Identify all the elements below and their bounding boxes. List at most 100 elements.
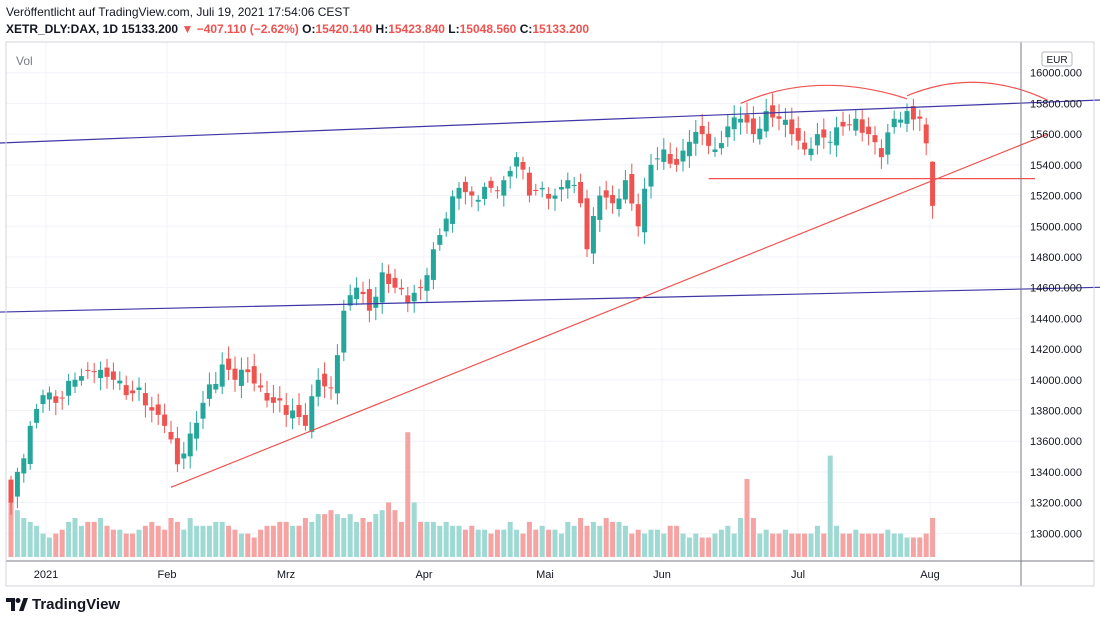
volume-bar [475, 529, 481, 557]
volume-bar [859, 533, 865, 557]
candle-body [110, 371, 116, 380]
candle-body [667, 154, 673, 164]
candle-body [264, 393, 270, 401]
candle-body [827, 141, 833, 143]
volume-bar [648, 529, 654, 557]
volume-bar [494, 529, 500, 557]
volume-bar [482, 529, 488, 557]
candle-body [776, 116, 782, 119]
candle-body [366, 289, 372, 311]
candle-body [258, 385, 264, 388]
volume-bar [78, 525, 84, 557]
candle-body [699, 125, 705, 135]
time-tick-label: 2021 [34, 569, 58, 581]
candle-body [155, 404, 161, 415]
volume-bar [526, 521, 532, 557]
volume-bar [891, 533, 897, 557]
candle-body [565, 180, 571, 189]
volume-bar [366, 521, 372, 557]
volume-bar [661, 533, 667, 557]
volume-bar [763, 529, 769, 557]
low-label: L: [448, 22, 460, 36]
volume-label: Vol [16, 54, 33, 68]
volume-bar [40, 533, 46, 557]
candle-body [750, 118, 756, 135]
candle-body [603, 190, 609, 198]
candle-body [386, 273, 392, 284]
volume-bar [552, 529, 558, 557]
candle-body [78, 376, 84, 381]
price-tick-label: 13000.000 [1030, 528, 1082, 540]
candle-body [53, 396, 59, 403]
price-tick-label: 13400.000 [1030, 467, 1082, 479]
candle-body [590, 216, 596, 254]
price-axis[interactable]: 16000.000 15800.000 15600.000 15400.000 1520… [1030, 68, 1082, 541]
volume-bar [373, 514, 379, 557]
candle-body [661, 149, 667, 162]
candle-body [245, 369, 251, 373]
volume-bar [258, 529, 264, 557]
volume-bar [136, 529, 142, 557]
volume-bar [622, 525, 628, 557]
candle-body [526, 172, 532, 196]
volume-bar [174, 521, 180, 557]
volume-bar [782, 529, 788, 557]
candle-body [142, 393, 148, 406]
volume-bar [117, 529, 123, 557]
candle-body [181, 453, 187, 459]
volume-bar [930, 518, 936, 557]
candle-body [494, 190, 500, 192]
volume-bar [827, 455, 833, 557]
price-tick-label: 13200.000 [1030, 498, 1082, 510]
volume-bar [917, 537, 923, 557]
volume-bar [238, 533, 244, 557]
volume-bar [270, 525, 276, 557]
candle-body [488, 180, 494, 188]
candle-body [840, 121, 846, 127]
volume-bar [91, 521, 97, 557]
candle-body [315, 379, 321, 397]
volume-bar [846, 533, 852, 557]
symbol-label[interactable]: XETR_DLY:DAX, 1D [6, 22, 119, 36]
candle-body [117, 380, 123, 384]
price-tick-label: 15200.000 [1030, 191, 1082, 203]
candle-body [8, 479, 14, 503]
price-tick-label: 13800.000 [1030, 406, 1082, 418]
candle-body [891, 118, 897, 128]
candle-body [571, 184, 577, 186]
currency-label: EUR [1046, 55, 1067, 66]
candle-body [27, 425, 33, 465]
time-axis[interactable]: 2021 Feb Mrz Apr Mai Jun Jul Aug [34, 569, 940, 581]
volume-bar [680, 533, 686, 557]
grid [6, 42, 1021, 561]
candle-body [206, 384, 212, 399]
volume-bar [520, 533, 526, 557]
volume-bar [667, 525, 673, 557]
candle-body [693, 131, 699, 144]
candle-body [546, 193, 552, 199]
candle-body [821, 129, 827, 138]
price-tick-label: 14000.000 [1030, 375, 1082, 387]
tradingview-logo[interactable]: TradingView [6, 596, 120, 613]
candle-body [290, 410, 296, 419]
price-change: −407.110 (−2.62%) [196, 22, 299, 36]
candle-body [539, 187, 545, 190]
candle-body [162, 414, 168, 426]
upper-channel [0, 99, 1100, 144]
published-line: Veröffentlicht auf TradingView.com, Juli… [6, 5, 350, 19]
volume-bar [187, 518, 193, 557]
volume-bar [789, 533, 795, 557]
volume-bar [834, 525, 840, 557]
volume-bar [597, 525, 603, 557]
candle-body [610, 195, 616, 204]
volume-bar [699, 537, 705, 557]
volume-bar [14, 510, 20, 557]
candle-body [507, 170, 513, 177]
price-tick-label: 15800.000 [1030, 98, 1082, 110]
volume-bar [341, 518, 347, 557]
volume-bar [878, 533, 884, 557]
candle-body [130, 390, 136, 394]
volume-bar [584, 525, 590, 557]
volume-bar [840, 533, 846, 557]
